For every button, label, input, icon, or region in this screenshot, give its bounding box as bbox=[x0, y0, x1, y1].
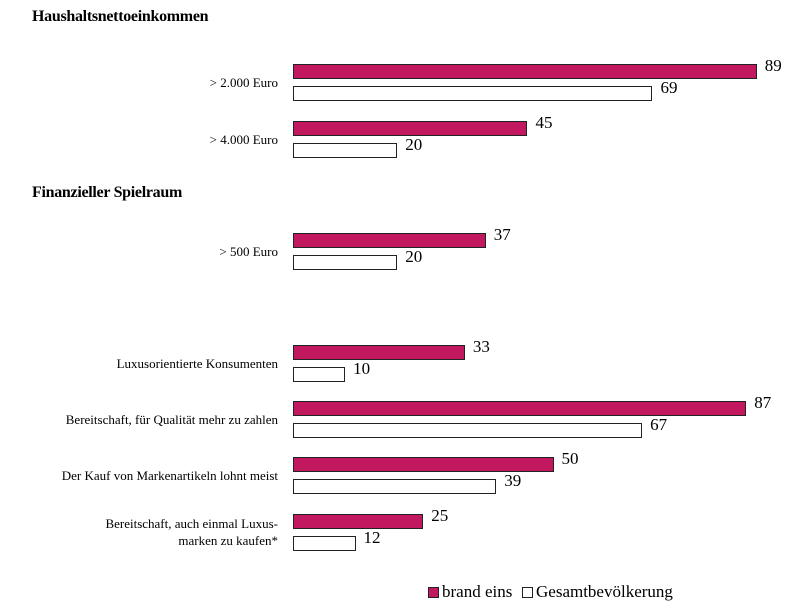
section-title: Haushaltsnettoeinkommen bbox=[32, 8, 209, 25]
value-label: 50 bbox=[561, 449, 579, 468]
value-label: 25 bbox=[431, 506, 449, 525]
category-label: Bereitschaft, auch einmal Luxus- marken … bbox=[105, 516, 278, 548]
value-label: 10 bbox=[353, 359, 371, 378]
bar bbox=[293, 479, 497, 494]
value-label: 33 bbox=[472, 337, 490, 356]
value-label: 37 bbox=[493, 225, 511, 244]
bar bbox=[293, 64, 757, 79]
category-label: > 500 Euro bbox=[219, 243, 278, 259]
bar bbox=[293, 514, 424, 529]
bar bbox=[293, 86, 653, 101]
value-label: 69 bbox=[660, 78, 678, 97]
bar bbox=[293, 233, 486, 248]
value-label: 20 bbox=[405, 135, 423, 154]
bar bbox=[293, 367, 346, 382]
bar bbox=[293, 255, 398, 270]
category-label: > 2.000 Euro bbox=[209, 74, 278, 90]
section-title: Finanzieller Spielraum bbox=[32, 184, 182, 201]
legend-label: brand eins bbox=[442, 582, 513, 601]
legend-label: Gesamtbevölkerung bbox=[536, 582, 673, 601]
category-label: Der Kauf von Markenartikeln lohnt meist bbox=[61, 467, 278, 483]
value-label: 89 bbox=[764, 56, 782, 75]
value-label: 39 bbox=[504, 471, 522, 490]
value-label: 87 bbox=[754, 393, 772, 412]
bar bbox=[293, 457, 554, 472]
value-label: 20 bbox=[405, 247, 423, 266]
legend-swatch bbox=[522, 587, 533, 598]
value-label: 45 bbox=[535, 113, 553, 132]
category-label: Luxusorientierte Konsumenten bbox=[116, 355, 278, 371]
bar bbox=[293, 345, 465, 360]
bar bbox=[293, 121, 528, 136]
bar bbox=[293, 143, 398, 158]
bar bbox=[293, 401, 747, 416]
bar bbox=[293, 536, 356, 551]
value-label: 12 bbox=[363, 528, 381, 547]
category-label: > 4.000 Euro bbox=[209, 131, 278, 147]
bar bbox=[293, 423, 643, 438]
legend-swatch bbox=[428, 587, 439, 598]
value-label: 67 bbox=[650, 415, 668, 434]
category-label: Bereitschaft, für Qualität mehr zu zahle… bbox=[65, 411, 278, 427]
